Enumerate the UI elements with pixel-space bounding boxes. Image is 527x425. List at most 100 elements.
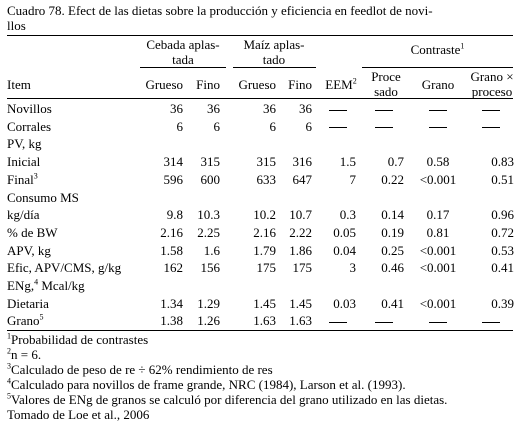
column-header-grueso-maiz: Grueso [238, 77, 276, 92]
cell-fino-maiz: 316 [292, 154, 313, 170]
cell-fino-cebada: 315 [200, 154, 221, 170]
cell-eem: 0.04 [333, 242, 356, 258]
cell-fino-maiz: 36 [299, 101, 312, 116]
row-label: Corrales [7, 118, 52, 134]
footnote: 2n = 6. [7, 346, 42, 362]
cell-procesado: 0.22 [381, 171, 404, 187]
cell-grueso-cebada: 1.58 [160, 242, 183, 258]
column-header-procesado: Proce sado [371, 69, 401, 99]
caption-line-2: llos [7, 18, 26, 33]
cell-grueso-maiz: 175 [256, 260, 277, 276]
cell-fino-maiz: 647 [292, 171, 313, 187]
cell-grano-x-proceso: 0.96 [491, 207, 514, 223]
row-label: Consumo MS [7, 189, 79, 205]
cell-grueso-maiz: 10.2 [253, 207, 276, 223]
cell-procesado: 0.19 [381, 224, 404, 240]
cell-grano: <0.001 [419, 242, 457, 258]
cell-grano: 0.17 [426, 207, 450, 223]
footnote: 5Valores de ENg de granos se calculó por… [7, 391, 448, 407]
row-label: Efic, APV/CMS, g/kg [7, 260, 122, 276]
cell-grueso-cebada: 1.34 [160, 295, 183, 311]
column-header-grueso-cebada: Grueso [145, 77, 183, 92]
cell-grano-x-proceso: 0.41 [491, 260, 514, 276]
cell-grano [412, 119, 464, 134]
source-note: Tomado de Loe et al., 2006 [7, 407, 150, 422]
dash-mark [375, 321, 393, 323]
row-label: Novillos [7, 101, 52, 116]
column-header-item: Item [7, 77, 31, 92]
contraste-group-rule [362, 67, 513, 68]
cell-grano-x-proceso [468, 119, 514, 134]
cell-eem [320, 119, 356, 134]
cell-fino-cebada: 600 [200, 171, 221, 187]
cebada-group-rule [140, 67, 226, 68]
cell-grueso-cebada: 1.38 [160, 313, 183, 329]
dash-mark [482, 127, 500, 129]
cell-grueso-maiz: 633 [256, 171, 277, 187]
dash-mark [375, 127, 393, 129]
cell-fino-maiz: 10.7 [289, 207, 312, 223]
cell-grano-x-proceso [468, 313, 514, 328]
cell-grueso-cebada: 162 [163, 260, 184, 276]
cell-procesado: 0.7 [387, 154, 404, 170]
cell-fino-maiz: 1.45 [289, 295, 312, 311]
cell-fino-cebada: 36 [207, 101, 220, 116]
cell-grueso-cebada: 2.16 [160, 224, 183, 240]
cell-grano-x-proceso: 0.39 [491, 295, 514, 311]
cell-grano-x-proceso: 0.83 [491, 154, 514, 170]
dash-mark [329, 321, 347, 323]
cell-procesado: 0.14 [381, 207, 404, 223]
dash-mark [329, 127, 347, 129]
cell-fino-maiz: 175 [292, 260, 313, 276]
top-rule [7, 35, 513, 36]
cell-grano-x-proceso: 0.51 [491, 171, 514, 187]
cell-procesado: 0.25 [381, 242, 404, 258]
group-header-maiz: Maíz aplas- tado [243, 37, 305, 67]
caption-line-1: Cuadro 78. Efect de las dietas sobre la … [7, 3, 433, 18]
cell-grueso-cebada: 596 [163, 171, 184, 187]
cell-fino-cebada: 1.26 [197, 313, 220, 329]
cell-grano-x-proceso: 0.53 [491, 242, 514, 258]
cell-grueso-cebada: 314 [163, 154, 184, 170]
row-label: Inicial [7, 154, 41, 170]
cell-grano: 0.81 [426, 224, 450, 240]
cell-fino-cebada: 10.3 [197, 207, 220, 223]
row-label: Final3 [7, 171, 38, 187]
maiz-group-rule [233, 67, 316, 68]
column-header-eem: EEM2 [325, 76, 357, 92]
header-bottom-rule [7, 98, 513, 99]
cell-grano: <0.001 [419, 295, 457, 311]
footnote: 1Probabilidad de contrastes [7, 331, 149, 347]
column-header-grano-x-proceso: Grano × proceso [470, 69, 514, 99]
cell-grueso-maiz: 6 [269, 118, 277, 134]
cell-grano: <0.001 [419, 260, 457, 276]
cell-grueso-cebada: 6 [176, 118, 184, 134]
cell-eem: 0.3 [339, 207, 356, 223]
row-label: Grano5 [7, 313, 44, 329]
cell-eem: 7 [349, 171, 357, 187]
group-header-contraste: Contraste1 [410, 41, 465, 57]
cell-fino-cebada: 2.25 [197, 224, 220, 240]
dash-mark [329, 109, 347, 111]
cell-fino-cebada: 1.6 [203, 242, 220, 258]
cell-grano [412, 313, 464, 328]
column-header-fino-cebada: Fino [196, 77, 220, 92]
footnote: 4Calculado para novillos de frame grande… [7, 376, 406, 392]
cell-grueso-cebada: 36 [170, 101, 183, 116]
cell-procesado: 0.41 [381, 295, 404, 311]
cell-eem: 0.03 [333, 295, 356, 311]
cell-eem [320, 313, 356, 328]
row-label: PV, kg [7, 136, 42, 152]
dash-mark [482, 109, 500, 111]
row-label: % de BW [7, 224, 58, 240]
cell-procesado [364, 313, 404, 328]
dash-mark [482, 321, 500, 323]
cell-fino-cebada: 1.29 [197, 295, 220, 311]
cell-procesado [364, 101, 404, 116]
cell-fino-maiz: 2.22 [289, 224, 312, 240]
cell-grueso-maiz: 315 [256, 154, 277, 170]
cell-procesado [364, 119, 404, 134]
cell-fino-cebada: 6 [213, 118, 221, 134]
cell-grueso-maiz: 1.45 [253, 295, 276, 311]
cell-grueso-maiz: 1.79 [253, 242, 276, 258]
